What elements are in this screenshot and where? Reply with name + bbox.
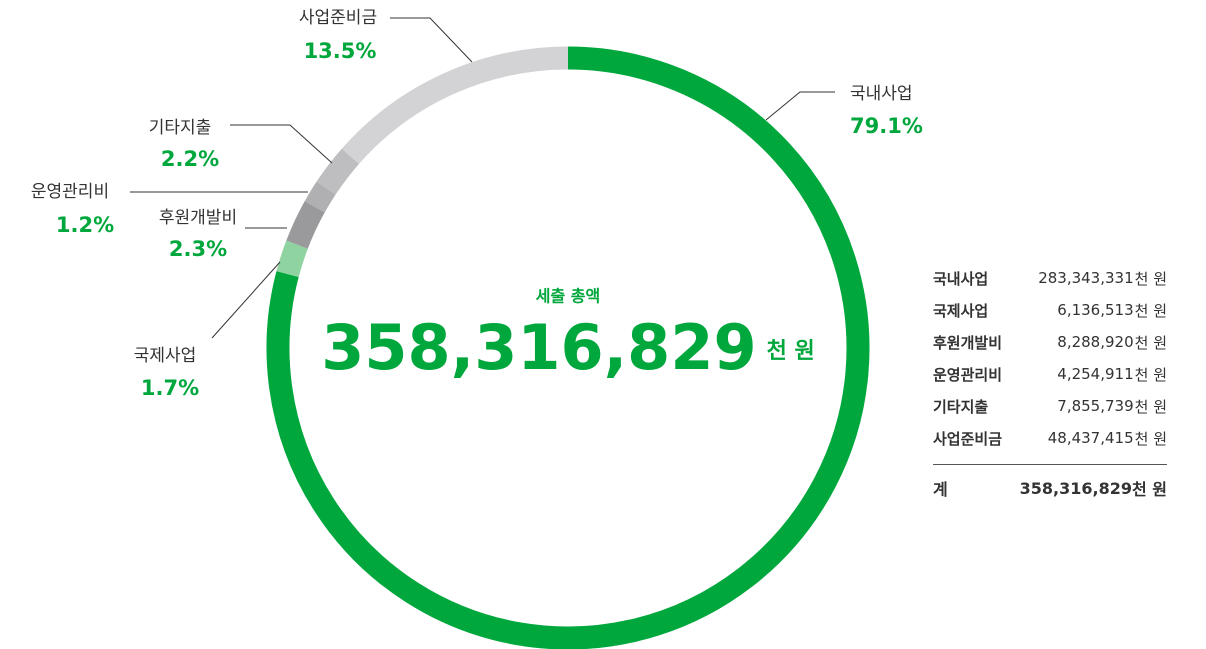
total-row: 계 358,316,829 천 원	[933, 465, 1167, 511]
center-amount: 358,316,829	[321, 311, 756, 384]
row-name: 사업준비금	[933, 429, 1003, 448]
leader-line	[390, 17, 473, 63]
donut-segment	[286, 201, 325, 249]
value-label: 1.7%	[141, 376, 199, 400]
slice-label: 국제사업	[134, 346, 197, 366]
leader-line	[230, 124, 333, 164]
row-amount: 7,855,739	[1057, 397, 1134, 415]
center-unit: 천 원	[767, 339, 815, 364]
row-amount: 6,136,513	[1057, 301, 1134, 319]
table-row: 사업준비금 48,437,415 천 원	[933, 422, 1167, 454]
row-name: 국내사업	[933, 269, 989, 288]
row-unit: 천 원	[1134, 429, 1167, 448]
row-unit: 천 원	[1134, 365, 1167, 384]
row-amount: 8,288,920	[1057, 333, 1134, 351]
value-label: 1.2%	[56, 213, 114, 237]
row-unit: 천 원	[1134, 397, 1167, 416]
slice-label: 운영관리비	[31, 182, 109, 202]
table-row: 운영관리비 4,254,911 천 원	[933, 358, 1167, 390]
row-name: 기타지출	[933, 397, 989, 416]
row-name: 운영관리비	[933, 365, 1003, 384]
row-name: 국제사업	[933, 301, 989, 320]
donut-segment	[304, 181, 336, 213]
separator	[933, 464, 1167, 465]
slice-label: 기타지출	[149, 118, 212, 138]
slice-label: 사업준비금	[299, 8, 377, 28]
row-amount: 283,343,331	[1038, 269, 1134, 287]
total-unit: 천 원	[1131, 480, 1167, 499]
row-amount: 48,437,415	[1047, 429, 1134, 447]
slice-label: 국내사업	[850, 84, 913, 104]
slice-label: 후원개발비	[159, 208, 237, 228]
donut-segment	[341, 46, 569, 164]
value-label: 79.1%	[850, 114, 923, 138]
table-row: 기타지출 7,855,739 천 원	[933, 390, 1167, 422]
value-label: 2.2%	[161, 147, 219, 171]
donut-segment	[266, 46, 870, 649]
table-row: 국제사업 6,136,513 천 원	[933, 294, 1167, 326]
donut-segment	[276, 240, 308, 278]
total-amount: 358,316,829	[1019, 478, 1132, 498]
total-name: 계	[933, 480, 948, 499]
row-unit: 천 원	[1134, 333, 1167, 352]
row-name: 후원개발비	[933, 333, 1003, 352]
donut-segment	[316, 148, 360, 195]
leader-line	[211, 261, 281, 339]
row-unit: 천 원	[1134, 301, 1167, 320]
table-row: 국내사업 283,343,331 천 원	[933, 262, 1167, 294]
row-amount: 4,254,911	[1057, 365, 1134, 383]
center-title: 세출 총액	[536, 287, 600, 306]
center-total: 358,316,829 천 원	[321, 311, 815, 384]
value-label: 13.5%	[304, 39, 377, 63]
leader-line	[765, 91, 835, 121]
summary-table: 국내사업 283,343,331 천 원 국제사업 6,136,513 천 원 후원개발비 8…	[933, 262, 1167, 511]
table-row: 후원개발비 8,288,920 천 원	[933, 326, 1167, 358]
row-unit: 천 원	[1134, 269, 1167, 288]
value-label: 2.3%	[169, 237, 227, 261]
